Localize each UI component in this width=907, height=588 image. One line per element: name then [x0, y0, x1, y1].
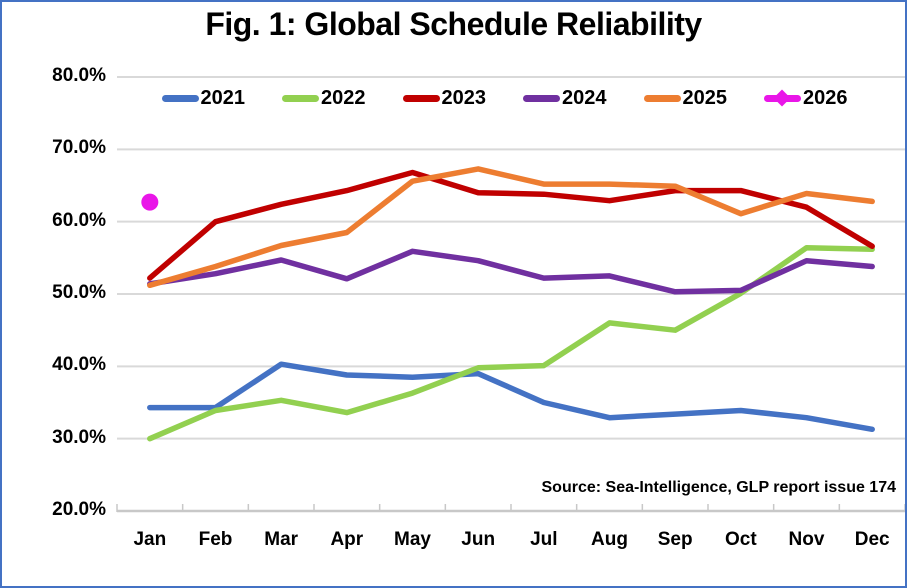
legend-line-icon — [161, 94, 199, 102]
y-tick-label-70: 70.0% — [52, 137, 106, 159]
legend-swatch-2022 — [282, 94, 319, 102]
legend-item-2025: 2025 — [643, 87, 728, 109]
legend-line-icon — [282, 94, 319, 102]
x-tick-label-may: May — [394, 529, 431, 550]
y-tick-label-30: 30.0% — [52, 426, 106, 448]
legend-swatch-2023 — [402, 94, 440, 102]
legend-line-icon — [643, 94, 681, 102]
series-line-2025 — [147, 166, 875, 289]
legend-item-2021: 2021 — [161, 87, 246, 109]
series-line-2021 — [147, 361, 875, 433]
x-tick-label-sep: Sep — [657, 529, 693, 550]
x-tick-label-mar: Mar — [264, 529, 299, 550]
series-line-2023 — [147, 169, 875, 281]
series-point-2026 — [141, 193, 159, 211]
diamond-marker-icon — [773, 89, 791, 107]
y-tick-label-50: 50.0% — [52, 282, 106, 303]
x-tick-label-jun: Jun — [461, 529, 496, 550]
legend-item-2022: 2022 — [282, 87, 366, 109]
source-note: Source: Sea-Intelligence, GLP report iss… — [541, 479, 897, 496]
x-tick-label-jan: Jan — [133, 529, 167, 550]
legend-swatch-2026 — [764, 89, 801, 107]
legend-swatch-2025 — [643, 94, 681, 102]
legend-label-2026: 2026 — [803, 87, 848, 109]
legend-label-2023: 2023 — [441, 87, 487, 109]
x-tick-label-dec: Dec — [854, 529, 890, 550]
legend-item-2023: 2023 — [402, 87, 487, 109]
legend-label-2025: 2025 — [682, 87, 728, 109]
y-tick-label-40: 40.0% — [52, 354, 106, 376]
y-tick-label-60: 60.0% — [52, 209, 106, 231]
x-tick-label-apr: Apr — [330, 529, 364, 550]
legend-line-icon — [523, 94, 560, 102]
legend-swatch-2021 — [161, 94, 199, 102]
x-tick-label-oct: Oct — [724, 529, 757, 550]
x-tick-label-nov: Nov — [788, 529, 825, 550]
legend-label-2021: 2021 — [200, 87, 246, 109]
legend-item-2026: 2026 — [764, 87, 848, 109]
x-tick-label-aug: Aug — [591, 529, 628, 550]
legend-label-2024: 2024 — [562, 87, 607, 109]
legend-item-2024: 2024 — [523, 87, 607, 109]
x-tick-label-feb: Feb — [198, 529, 233, 550]
series-line-2022 — [147, 244, 875, 442]
y-tick-label-80: 80.0% — [52, 65, 106, 86]
series-line-2024 — [147, 248, 875, 295]
chart-legend: 2021 2022 2023 2024 2025 2026 — [108, 87, 901, 109]
legend-swatch-2024 — [523, 94, 560, 102]
legend-line-icon — [402, 94, 440, 102]
chart-title: Fig. 1: Global Schedule Reliability — [205, 6, 702, 42]
x-tick-label-jul: Jul — [530, 529, 558, 550]
legend-label-2022: 2022 — [321, 87, 366, 109]
y-tick-label-20: 20.0% — [52, 499, 106, 520]
